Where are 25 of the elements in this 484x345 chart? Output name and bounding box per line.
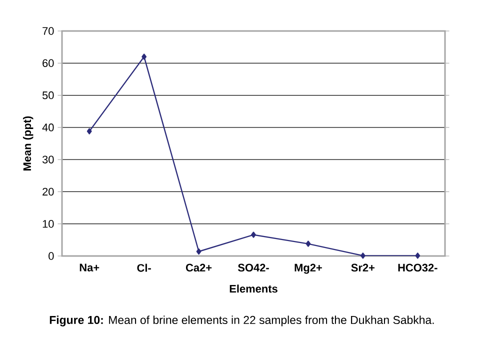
y-tick-label: 70 — [42, 27, 54, 35]
x-axis-title: Elements — [230, 284, 278, 293]
y-tick-label: 0 — [48, 252, 54, 260]
x-tick-label: Cl- — [137, 264, 151, 272]
y-tick-label: 50 — [42, 91, 54, 100]
point — [86, 128, 92, 134]
point — [251, 232, 256, 238]
y-tick-label: 20 — [42, 188, 54, 196]
y-tick-label: 30 — [42, 156, 54, 164]
point — [306, 240, 311, 247]
x-tick-label: Ca2+ — [186, 264, 212, 272]
x-tick-label: HCO32- — [398, 264, 438, 272]
y-tick-label: 10 — [42, 220, 54, 228]
point — [142, 54, 147, 60]
y-tick-label: 60 — [42, 59, 54, 68]
point — [360, 252, 366, 259]
y-tick-label: 40 — [42, 124, 54, 132]
point — [196, 248, 202, 255]
x-tick-label: Sr2+ — [351, 264, 375, 272]
x-tick-label: Mg2+ — [294, 264, 322, 274]
y-axis-title: Mean (ppt) — [22, 116, 34, 170]
x-tick-label: Na+ — [80, 264, 100, 272]
point — [415, 252, 420, 259]
text: Figure 10: Mean of brine elements in 22 samples from the Dukhan Sabkha. — [50, 316, 434, 326]
x-tick-label: SO42- — [238, 264, 269, 272]
